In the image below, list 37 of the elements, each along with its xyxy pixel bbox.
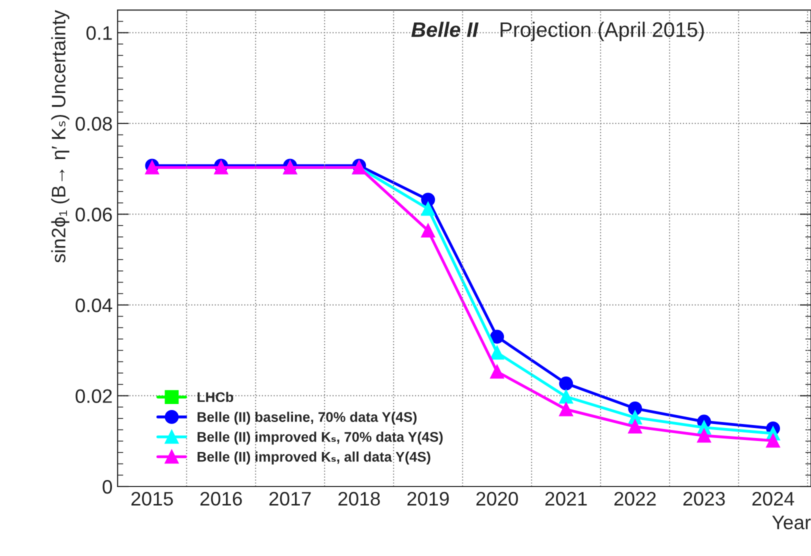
point <box>766 434 780 448</box>
x-tick-label: 2022 <box>614 492 656 506</box>
point <box>628 402 642 416</box>
x-tick-label: 2021 <box>545 492 587 506</box>
x-tick-label: 2019 <box>407 492 449 506</box>
point <box>490 364 504 379</box>
legend-label: LHCb <box>198 392 234 402</box>
point <box>559 376 574 390</box>
y-tick-label: 0.02 <box>76 389 112 403</box>
x-tick-label: 2020 <box>476 492 518 506</box>
x-tick-label: 2023 <box>683 492 725 506</box>
annotation: Projection (April 2015) <box>500 22 704 42</box>
point <box>697 428 711 443</box>
x-tick-label: 2017 <box>269 492 311 506</box>
point <box>559 390 574 404</box>
legend-label: Belle (II) baseline, 70% data Y(4S) <box>198 412 417 425</box>
point <box>421 192 436 207</box>
point <box>421 202 436 216</box>
point <box>628 420 642 434</box>
y-tick-label: 0.08 <box>76 116 112 131</box>
legend-label: Belle (II) improved Kₛ, all data Y(4S) <box>198 452 430 464</box>
x-tick-label: 2018 <box>338 492 380 506</box>
x-tick-label: 2024 <box>752 492 794 506</box>
y-tick-label: 0 <box>102 480 112 494</box>
y-tick-label: 0.06 <box>76 208 112 222</box>
annotation: Belle II <box>411 22 479 38</box>
x-tick-label: 2016 <box>200 492 242 506</box>
point <box>559 402 574 416</box>
y-tick-label: 0.04 <box>76 298 112 312</box>
x-tick-label: 2015 <box>131 492 173 506</box>
y-axis-title: sin2ϕ₁ (B→ η′ Kₛ) Uncertainty <box>51 10 70 263</box>
x-axis-title: Year <box>772 516 811 530</box>
legend-label: Belle (II) improved Kₛ, 70% data Y(4S) <box>198 432 443 445</box>
point <box>490 346 504 360</box>
point <box>490 330 504 344</box>
point <box>421 224 436 238</box>
y-tick-label: 0.1 <box>86 26 112 40</box>
